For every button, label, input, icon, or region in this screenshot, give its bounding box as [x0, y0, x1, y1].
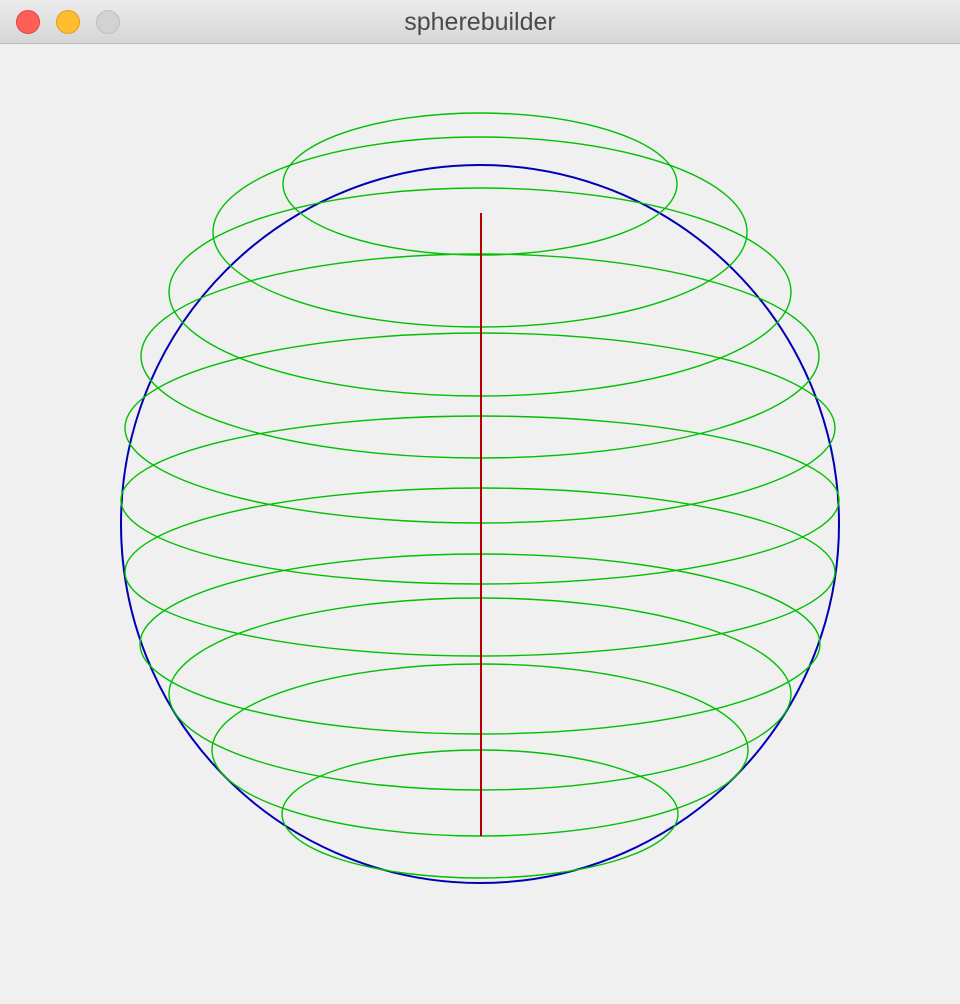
sphere-outline [120, 164, 840, 884]
title-bar[interactable]: spherebuilder [0, 0, 960, 44]
minimize-button[interactable] [56, 10, 80, 34]
zoom-button[interactable] [96, 10, 120, 34]
sphere-drawing [120, 112, 840, 884]
window-title: spherebuilder [404, 8, 556, 36]
drawing-canvas[interactable] [0, 44, 960, 1004]
close-button[interactable] [16, 10, 40, 34]
